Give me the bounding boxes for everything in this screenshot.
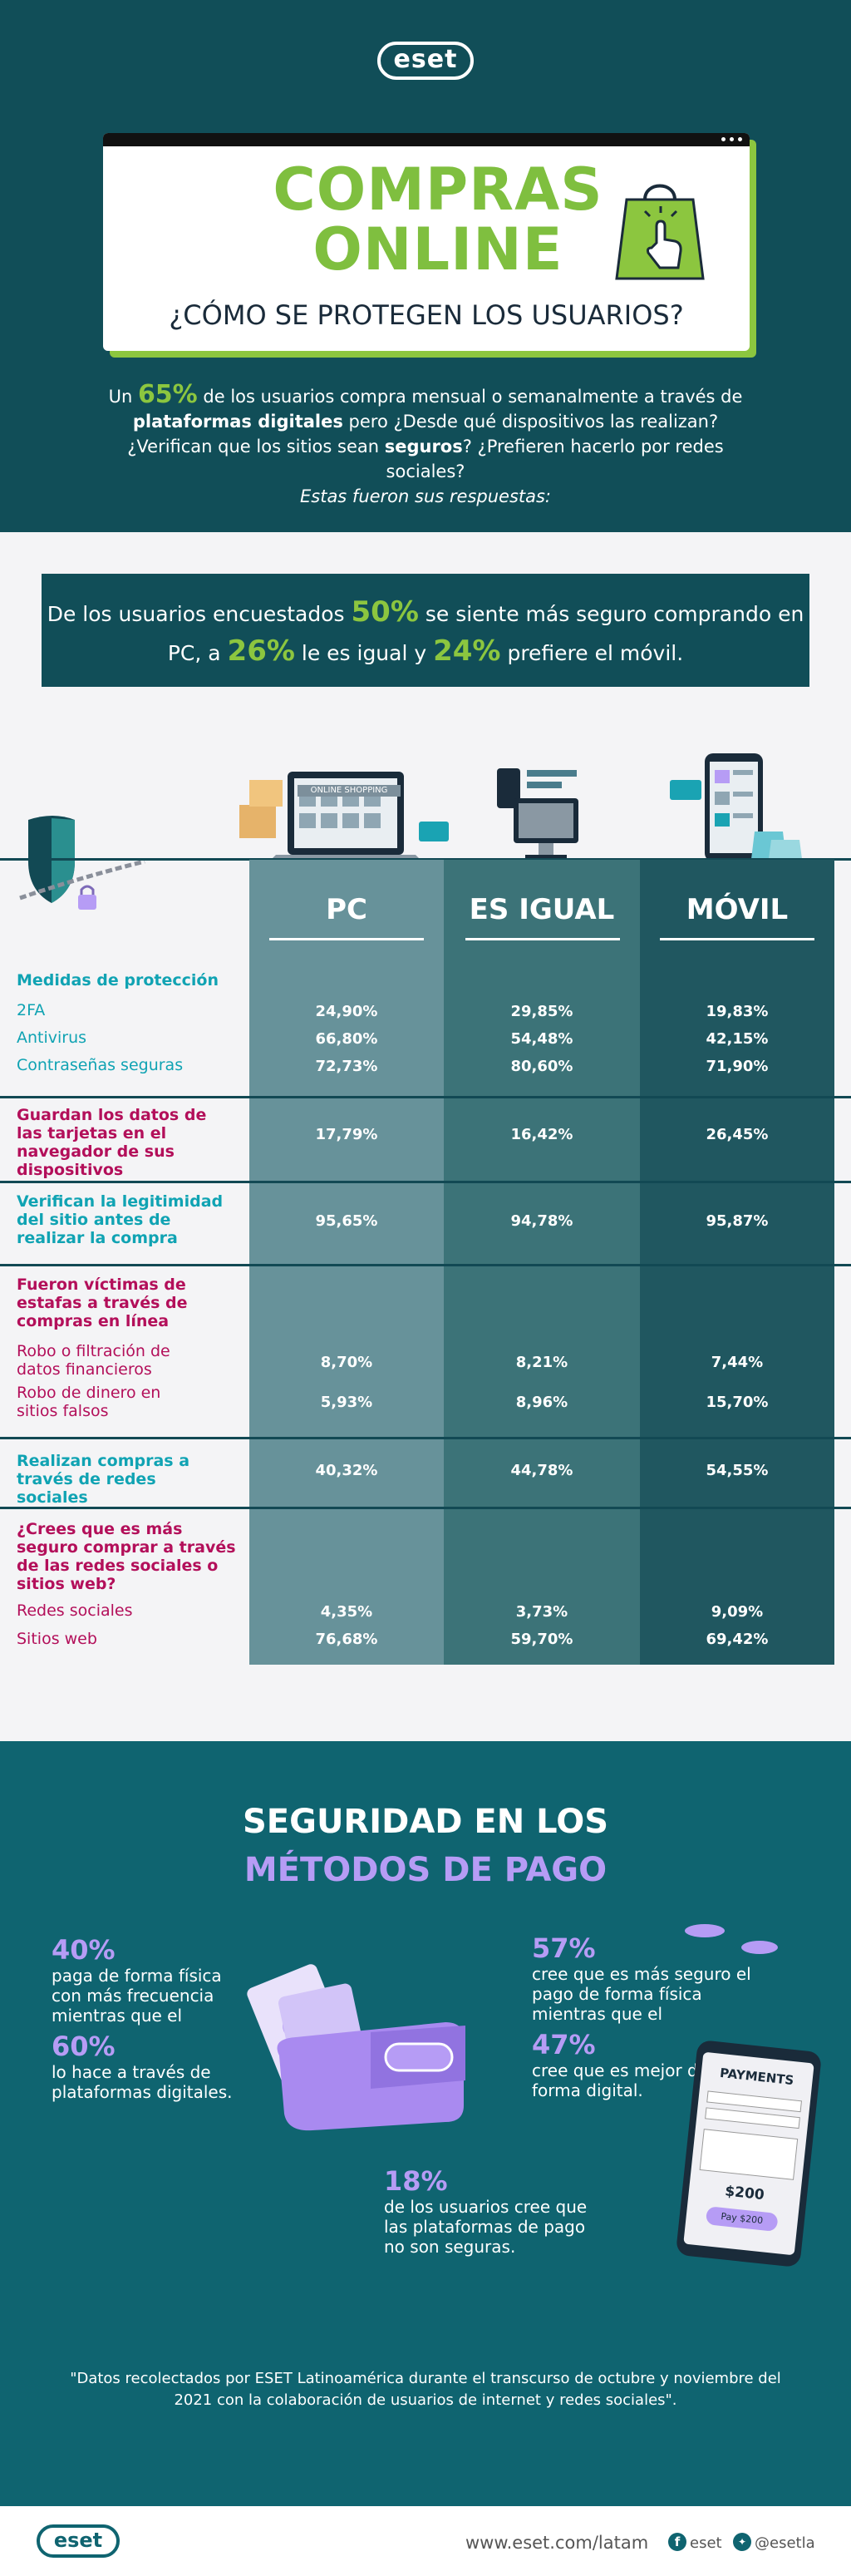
phone-title: PAYMENTS <box>719 2065 795 2089</box>
twitter-icon[interactable]: ✦ <box>733 2533 751 2551</box>
phone-pay-button[interactable]: Pay $200 <box>705 2206 779 2233</box>
facebook-icon[interactable]: f <box>668 2533 686 2551</box>
section-tarjetas: Guardan los datos de las tarjetas en el … <box>17 1106 207 1179</box>
footer-eset-logo: eset <box>37 2524 120 2558</box>
value-cell: 76,68% <box>315 1631 378 1648</box>
stat-18: 18% de los usuarios cree que las platafo… <box>384 2165 588 2257</box>
value-cell: 9,09% <box>711 1603 764 1621</box>
value-cell: 54,48% <box>510 1030 573 1048</box>
value-cell: 94,78% <box>510 1212 573 1230</box>
phone-amount: $200 <box>724 2183 765 2204</box>
value-cell: 8,70% <box>320 1354 373 1371</box>
value-cell: 24,90% <box>315 1003 378 1020</box>
value-cell: 3,73% <box>515 1603 568 1621</box>
value-cell: 95,65% <box>315 1212 378 1230</box>
value-cell: 4,35% <box>320 1603 373 1621</box>
row-label-redes-sociales: Redes sociales <box>17 1601 133 1620</box>
value-cell: 80,60% <box>510 1058 573 1075</box>
value-cell: 95,87% <box>706 1212 769 1230</box>
intro-percent: 65% <box>137 380 198 409</box>
title-card: COMPRAS ONLINE ¿CÓMO SE PROTEGEN LOS USU… <box>103 133 750 351</box>
value-cell: 8,96% <box>515 1394 568 1411</box>
window-titlebar <box>103 133 750 146</box>
coins-icon <box>685 1924 778 1954</box>
value-cell: 72,73% <box>315 1058 378 1075</box>
row-divider <box>0 1264 851 1266</box>
title-line-2: ONLINE <box>312 215 563 284</box>
value-cell: 8,21% <box>515 1354 568 1371</box>
eset-logo: eset <box>377 42 474 80</box>
column-pc <box>249 860 444 1665</box>
footer-url[interactable]: www.eset.com/latam <box>465 2533 649 2553</box>
value-cell: 5,93% <box>320 1394 373 1411</box>
row-label-robo-financiero: Robo o filtración de datos financieros <box>17 1342 170 1379</box>
column-header-pc: PC <box>326 893 367 926</box>
column-movil <box>640 860 834 1665</box>
column-header-igual: ES IGUAL <box>469 893 615 926</box>
value-cell: 7,44% <box>711 1354 764 1371</box>
value-cell: 59,70% <box>510 1631 573 1648</box>
value-cell: 17,79% <box>315 1126 378 1143</box>
section-redes: Realizan compras a través de redes socia… <box>17 1452 190 1507</box>
row-label-contrasenas: Contraseñas seguras <box>17 1056 184 1074</box>
value-cell: 40,32% <box>315 1462 378 1479</box>
value-cell: 15,70% <box>706 1394 769 1411</box>
column-header-movil: MÓVIL <box>686 893 789 926</box>
devices-illustration <box>497 768 578 861</box>
value-cell: 44,78% <box>510 1462 573 1479</box>
row-divider <box>0 1181 851 1183</box>
value-cell: 71,90% <box>706 1058 769 1075</box>
footer-twitter[interactable]: @esetla <box>755 2534 815 2552</box>
row-divider <box>0 1437 851 1439</box>
value-cell: 69,42% <box>706 1631 769 1648</box>
column-rule <box>269 938 424 940</box>
value-cell: 42,15% <box>706 1030 769 1048</box>
stat-igual-pct: 26% <box>227 634 295 668</box>
stat-57: 57% cree que es más seguro el pago de fo… <box>532 1932 751 2100</box>
value-cell: 16,42% <box>510 1126 573 1143</box>
stat-banner: De los usuarios encuestados 50% se sient… <box>42 574 809 687</box>
shopping-bag-icon <box>615 184 705 280</box>
row-label-2fa: 2FA <box>17 1001 46 1019</box>
row-label-antivirus: Antivirus <box>17 1029 87 1047</box>
shield-padlock-icon <box>19 816 145 910</box>
title-line-1: COMPRAS <box>273 155 603 224</box>
value-cell: 66,80% <box>315 1030 378 1048</box>
stat-pc-pct: 50% <box>351 595 419 629</box>
column-rule <box>660 938 814 940</box>
value-cell: 29,85% <box>510 1003 573 1020</box>
footer-facebook[interactable]: eset <box>690 2534 722 2552</box>
payment-title-line-1: SEGURIDAD EN LOS <box>242 1803 609 1841</box>
section-legitimidad: Verifican la legitimidad del sitio antes… <box>17 1192 224 1247</box>
column-rule <box>465 938 620 940</box>
footer: eset www.eset.com/latam f eset ✦ @esetla <box>0 2506 851 2576</box>
row-label-robo-dinero: Robo de dinero en sitios falsos <box>17 1384 161 1420</box>
value-cell: 26,45% <box>706 1126 769 1143</box>
table-top-rule <box>0 858 851 861</box>
stat-40: 40% paga de forma física con más frecuen… <box>52 1934 233 2102</box>
title-subtitle: ¿CÓMO SE PROTEGEN LOS USUARIOS? <box>169 299 684 331</box>
payment-title-line-2: MÉTODOS DE PAGO <box>243 1851 608 1889</box>
stat-movil-pct: 24% <box>433 634 501 668</box>
mobile-shopping-illustration <box>670 753 804 878</box>
source-quote: "Datos recolectados por ESET Latinoaméri… <box>70 2370 781 2409</box>
row-divider <box>0 1507 851 1509</box>
section-seguro: ¿Crees que es más seguro comprar a travé… <box>17 1520 236 1593</box>
row-divider <box>0 1096 851 1098</box>
section-victimas: Fueron víctimas de estafas a través de c… <box>17 1276 188 1330</box>
laptop-screen-label: ONLINE SHOPPING <box>298 785 401 797</box>
section-proteccion: Medidas de protección <box>17 971 219 989</box>
value-cell: 54,55% <box>706 1462 769 1479</box>
row-label-sitios-web: Sitios web <box>17 1630 97 1648</box>
column-igual <box>444 860 640 1665</box>
intro-text: Un 65% de los usuarios compra mensual o … <box>108 380 743 507</box>
wallet-icon <box>247 1964 465 2131</box>
title-main: COMPRAS ONLINE <box>243 160 633 279</box>
intro-italic: Estas fueron sus respuestas: <box>300 486 551 506</box>
phone-payment-illustration: PAYMENTS $200 Pay $200 <box>675 2039 823 2268</box>
value-cell: 19,83% <box>706 1003 769 1020</box>
